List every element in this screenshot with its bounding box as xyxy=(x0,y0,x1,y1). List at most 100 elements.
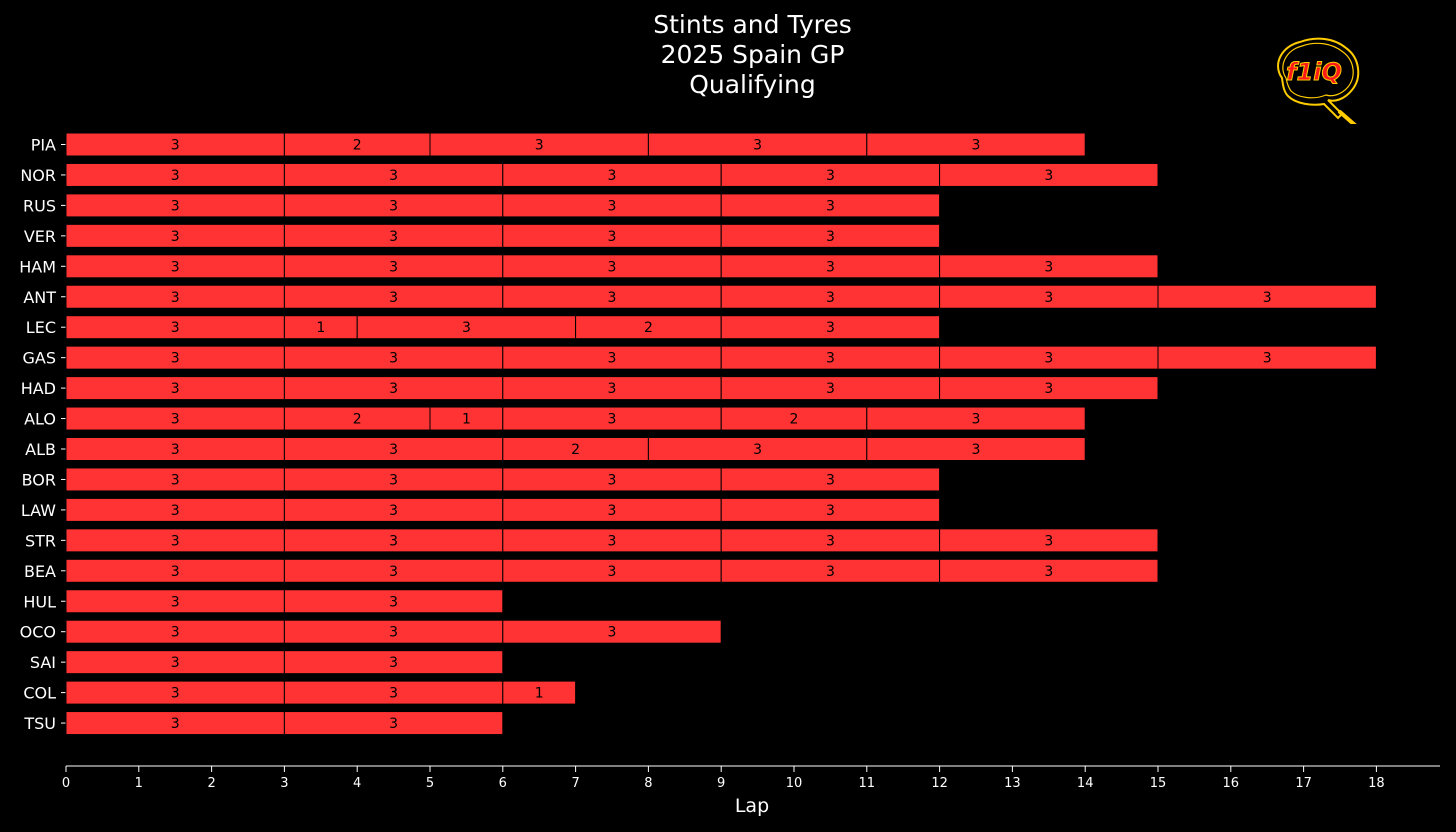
y-tick-label: PIA xyxy=(31,136,56,155)
stint-label: 3 xyxy=(826,259,835,275)
x-tick-label: 18 xyxy=(1368,776,1385,791)
stint-label: 3 xyxy=(171,320,180,336)
stint-label: 3 xyxy=(608,168,617,184)
y-tick-label: LEC xyxy=(26,318,56,337)
stint-label: 3 xyxy=(1263,351,1272,367)
chart-title-line-1: Stints and Tyres xyxy=(653,10,852,39)
x-tick-label: 2 xyxy=(207,776,215,791)
stint-label: 3 xyxy=(171,198,180,214)
stint-label: 3 xyxy=(608,351,617,367)
stint-label: 3 xyxy=(389,594,398,610)
stint-label: 2 xyxy=(644,320,653,336)
stint-bar xyxy=(720,315,941,340)
stint-bar xyxy=(720,467,941,492)
stint-label: 3 xyxy=(1044,259,1053,275)
x-tick-label: 11 xyxy=(859,776,876,791)
stint-bar xyxy=(720,223,941,248)
stint-bar xyxy=(283,589,504,614)
stint-bar xyxy=(939,528,1159,553)
stint-label: 3 xyxy=(972,138,981,154)
stint-label: 3 xyxy=(608,503,617,519)
stint-label: 3 xyxy=(1044,381,1053,397)
stint-label: 3 xyxy=(171,533,180,549)
f1iq-logo: f1iQ xyxy=(1277,37,1360,124)
stint-label: 3 xyxy=(826,564,835,580)
stint-label: 3 xyxy=(389,351,398,367)
stint-label: 3 xyxy=(389,168,398,184)
stint-label: 3 xyxy=(753,442,762,458)
stint-label: 3 xyxy=(462,320,471,336)
y-tick-label: TSU xyxy=(23,714,56,733)
stint-label: 2 xyxy=(571,442,580,458)
y-tick-label: BOR xyxy=(22,470,56,489)
y-tick-label: SAI xyxy=(30,653,56,672)
y-tick-label: ALO xyxy=(24,410,56,429)
stint-label: 3 xyxy=(1044,351,1053,367)
x-tick-label: 0 xyxy=(62,776,70,791)
y-tick-label: BEA xyxy=(24,562,56,581)
stint-bar xyxy=(866,437,1086,461)
stint-label: 3 xyxy=(171,290,180,306)
stint-label: 3 xyxy=(171,412,180,428)
stint-label: 3 xyxy=(826,320,835,336)
stint-label: 3 xyxy=(608,472,617,488)
stint-label: 3 xyxy=(171,381,180,397)
stint-label: 3 xyxy=(1044,564,1053,580)
stint-label: 3 xyxy=(171,442,180,458)
stint-label: 3 xyxy=(972,412,981,428)
stint-label: 3 xyxy=(826,533,835,549)
stint-label: 3 xyxy=(389,625,398,641)
stint-label: 3 xyxy=(1044,168,1053,184)
stint-bar xyxy=(866,406,1086,431)
x-tick-label: 4 xyxy=(353,776,361,791)
y-tick-label: HUL xyxy=(23,592,56,611)
x-tick-label: 1 xyxy=(135,776,143,791)
stint-label: 3 xyxy=(389,716,398,732)
y-tick-label: ALB xyxy=(25,440,56,459)
stint-label: 3 xyxy=(608,564,617,580)
f1iq-logo-text: f1iQ xyxy=(1286,58,1342,86)
stint-bar xyxy=(939,376,1159,401)
stint-label: 3 xyxy=(608,290,617,306)
stint-label: 3 xyxy=(608,533,617,549)
stint-label: 3 xyxy=(1044,290,1053,306)
stint-bar xyxy=(502,680,577,705)
y-tick-label: ANT xyxy=(23,288,56,307)
x-tick-label: 3 xyxy=(280,776,288,791)
stint-label: 3 xyxy=(826,168,835,184)
x-tick-label: 17 xyxy=(1295,776,1312,791)
y-tick-label: GAS xyxy=(23,349,57,368)
stint-label: 2 xyxy=(353,412,362,428)
stint-label: 3 xyxy=(1263,290,1272,306)
stint-label: 3 xyxy=(171,716,180,732)
y-tick-label: OCO xyxy=(20,623,56,642)
stint-label: 3 xyxy=(171,594,180,610)
stint-label: 3 xyxy=(389,564,398,580)
stint-bar xyxy=(866,132,1086,157)
stint-label: 3 xyxy=(753,138,762,154)
stint-label: 3 xyxy=(171,259,180,275)
stint-bar xyxy=(1157,284,1377,309)
stint-label: 3 xyxy=(389,259,398,275)
y-tick-label: LAW xyxy=(21,501,56,520)
stint-bar xyxy=(939,254,1159,279)
stint-label: 3 xyxy=(608,412,617,428)
x-tick-label: 15 xyxy=(1150,776,1167,791)
stint-label: 3 xyxy=(389,472,398,488)
x-tick-label: 16 xyxy=(1223,776,1240,791)
stint-label: 3 xyxy=(608,259,617,275)
stint-label: 3 xyxy=(171,564,180,580)
y-tick-label: STR xyxy=(25,531,56,550)
stint-label: 3 xyxy=(389,198,398,214)
stint-label: 3 xyxy=(826,381,835,397)
x-tick-label: 5 xyxy=(426,776,434,791)
x-tick-label: 14 xyxy=(1077,776,1094,791)
stint-bar xyxy=(939,558,1159,583)
stint-bar xyxy=(1157,345,1377,370)
stint-label: 3 xyxy=(171,229,180,245)
stint-label: 3 xyxy=(826,351,835,367)
stint-bar xyxy=(283,711,504,736)
y-tick-label: RUS xyxy=(23,196,56,215)
stint-label: 3 xyxy=(171,138,180,154)
